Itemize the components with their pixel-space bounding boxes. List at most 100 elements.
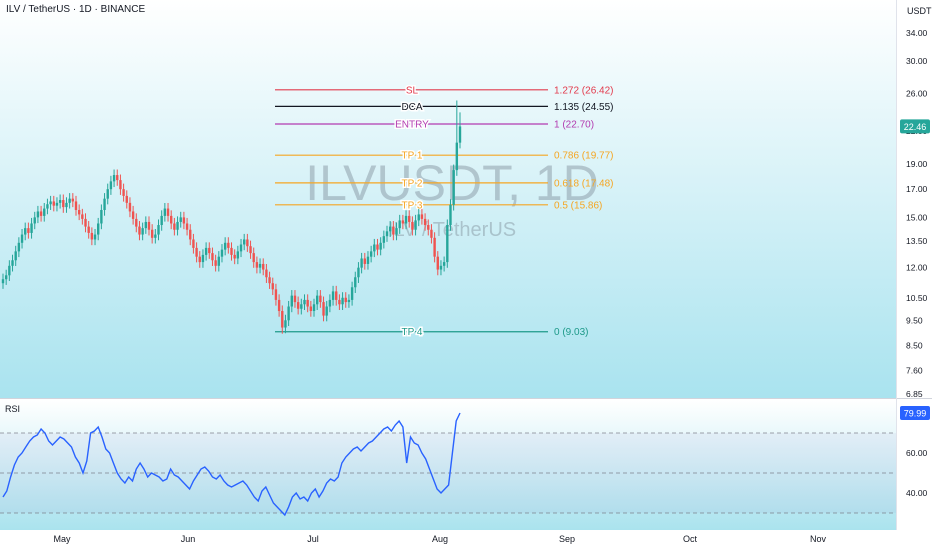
candle-body [141, 228, 144, 235]
candle-body [112, 175, 116, 182]
last-price-label: 22.46 [904, 122, 927, 132]
rsi-line [2, 412, 461, 517]
candle-body [271, 283, 274, 290]
candle-body [62, 200, 65, 208]
candle-body [58, 200, 62, 203]
price-tick-label: 30.00 [906, 56, 928, 66]
time-tick-label: Oct [683, 534, 698, 544]
candle-body [8, 265, 11, 276]
axes: 34.0030.0026.0022.0019.0017.0015.0013.50… [53, 28, 930, 544]
candle-body [160, 215, 163, 226]
candle-body [341, 297, 344, 305]
candle-body [33, 217, 36, 224]
candle-body [201, 254, 205, 263]
candle-body [128, 202, 132, 212]
candle-body [125, 195, 128, 203]
candle-body [208, 247, 211, 254]
fib-levels: SL 1.272 (26.42) DCA 1.135 (24.55) ENTRY 1 (2… [275, 84, 614, 340]
candle-body [442, 262, 446, 266]
candle-body [55, 202, 59, 206]
candle-body [20, 234, 24, 243]
candle-body [204, 247, 208, 255]
candle-body [138, 226, 141, 235]
candle-body [439, 265, 443, 270]
chart-title: ILV / TetherUS · 1D · BINANCE [6, 4, 146, 15]
candle-body [52, 201, 55, 206]
candle-body [360, 258, 363, 268]
candle-body [135, 218, 138, 227]
time-tick-label: Nov [810, 534, 827, 544]
candle-body [217, 256, 221, 266]
rsi-line-group [2, 412, 461, 517]
candle-body [436, 256, 439, 270]
candle-body [290, 295, 293, 307]
candle-body [376, 244, 379, 250]
candle-body [303, 299, 306, 305]
candle-body [354, 277, 357, 288]
candle-body [68, 198, 71, 203]
candle-body [433, 237, 436, 257]
fib-name-label: ENTRY [395, 120, 429, 131]
fib-value-label: 0.5 (15.86) [554, 200, 602, 211]
candle-body [46, 204, 49, 209]
candle-body [182, 217, 186, 224]
candle-body [144, 221, 148, 229]
candle-body [458, 126, 462, 143]
candle-body [1, 279, 5, 284]
candle-body [173, 223, 176, 230]
candle-body [401, 220, 405, 224]
candle-body [369, 251, 373, 257]
candle-body [408, 215, 411, 222]
candle-body [214, 260, 217, 266]
candle-body [36, 211, 40, 218]
candle-body [417, 214, 420, 221]
rsi-tick-label: 60.00 [906, 448, 928, 458]
candle-body [252, 253, 255, 263]
fib-name-label: TP 3 [402, 200, 423, 211]
candle-body [170, 215, 173, 224]
candle-body [77, 209, 81, 215]
candle-body [227, 242, 230, 248]
time-tick-label: Sep [559, 534, 575, 544]
fib-value-label: 0 (9.03) [554, 327, 588, 338]
candle-body [255, 262, 259, 268]
candle-body [11, 260, 14, 266]
price-tick-label: 6.85 [906, 389, 923, 399]
candle-body [265, 269, 268, 278]
candle-body [74, 201, 78, 210]
candle-body [236, 251, 240, 259]
candle-body [430, 229, 433, 238]
candle-body [30, 223, 33, 233]
price-tick-label: 12.00 [906, 263, 928, 273]
candle-body [198, 256, 201, 263]
candle-body [388, 226, 392, 232]
candle-body [242, 239, 246, 245]
candles [1, 100, 462, 334]
candle-body [157, 225, 160, 235]
price-axis-background [896, 0, 932, 550]
candle-body [249, 246, 252, 254]
watermark-name: ILV / TetherUS [388, 219, 516, 241]
rsi-pane-background [0, 400, 896, 530]
candle-body [300, 304, 303, 309]
candle-body [87, 226, 90, 233]
candle-body [239, 244, 243, 252]
candle-body [131, 211, 135, 219]
candle-body [420, 214, 424, 219]
candle-body [325, 306, 328, 316]
price-tick-label: 10.50 [906, 293, 928, 303]
candle-body [363, 258, 366, 264]
price-tick-label: 17.00 [906, 184, 928, 194]
candle-body [116, 175, 119, 181]
candle-body [150, 229, 154, 238]
candle-body [395, 228, 398, 235]
candle-body [90, 232, 94, 240]
candle-body [452, 170, 455, 205]
candle-body [347, 299, 351, 303]
candle-body [344, 297, 347, 303]
candle-body [122, 189, 125, 196]
candle-body [411, 221, 414, 230]
candle-body [192, 239, 195, 248]
candle-body [455, 142, 459, 171]
